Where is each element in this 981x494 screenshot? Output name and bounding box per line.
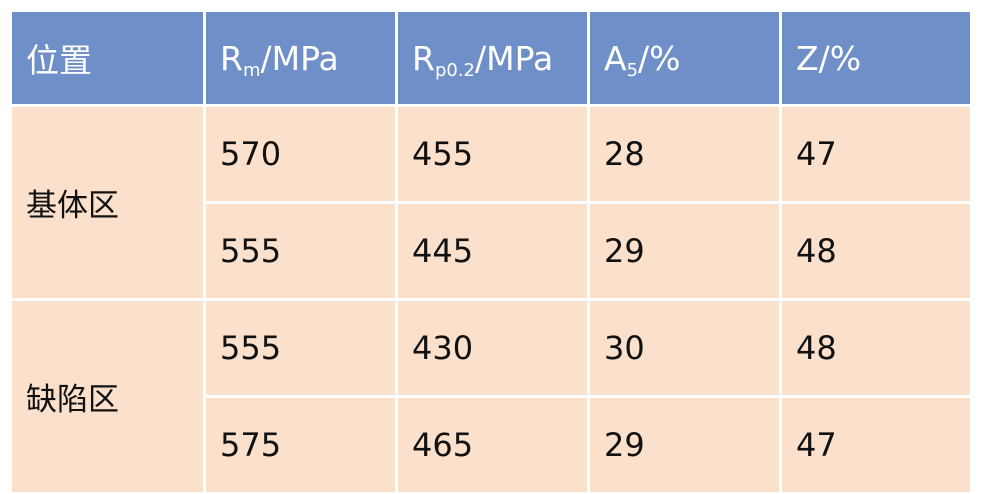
cell-rp: 445 <box>398 201 590 298</box>
header-a5: A5/% <box>590 12 782 107</box>
header-z-label: Z/% <box>796 38 862 78</box>
header-row: 位置 Rm/MPa Rp0.2/MPa A5/% Z/% <box>12 12 970 107</box>
header-a5-unit: /% <box>638 38 681 78</box>
cell-a5: 29 <box>590 395 782 492</box>
properties-table-wrapper: 位置 Rm/MPa Rp0.2/MPa A5/% Z/% 基体区 570 455… <box>12 12 970 492</box>
cell-z: 47 <box>782 107 970 201</box>
table-row: 基体区 570 455 28 47 <box>12 107 970 298</box>
cell-a5: 29 <box>590 201 782 298</box>
header-rm-symbol: R <box>220 38 243 78</box>
header-rm: Rm/MPa <box>206 12 398 107</box>
cell-rm: 555 <box>206 201 398 298</box>
header-a5-symbol: A <box>604 38 627 78</box>
cell-rm: 575 <box>206 395 398 492</box>
header-rp-unit: /MPa <box>475 38 554 78</box>
group-label-defect: 缺陷区 <box>12 298 206 492</box>
cell-rp: 465 <box>398 395 590 492</box>
table-row: 555 445 29 48 <box>12 201 970 298</box>
mechanical-properties-table: 位置 Rm/MPa Rp0.2/MPa A5/% Z/% 基体区 570 455… <box>12 12 970 492</box>
cell-z: 47 <box>782 395 970 492</box>
header-rp-symbol: R <box>412 38 435 78</box>
table-row: 575 465 29 47 <box>12 395 970 492</box>
header-rp-subscript: p0.2 <box>434 59 475 81</box>
cell-a5: 30 <box>590 298 782 395</box>
header-location-label: 位置 <box>26 41 92 80</box>
cell-rm: 555 <box>206 298 398 395</box>
cell-a5: 28 <box>590 107 782 201</box>
header-rm-subscript: m <box>242 59 261 81</box>
cell-z: 48 <box>782 298 970 395</box>
cell-z: 48 <box>782 201 970 298</box>
header-z: Z/% <box>782 12 970 107</box>
header-rp: Rp0.2/MPa <box>398 12 590 107</box>
header-a5-subscript: 5 <box>626 59 639 81</box>
cell-rp: 455 <box>398 107 590 201</box>
cell-rm: 570 <box>206 107 398 201</box>
cell-rp: 430 <box>398 298 590 395</box>
header-location: 位置 <box>12 12 206 107</box>
header-rm-unit: /MPa <box>260 38 339 78</box>
table-row: 缺陷区 555 430 30 48 <box>12 298 970 492</box>
group-label-base: 基体区 <box>12 107 206 298</box>
